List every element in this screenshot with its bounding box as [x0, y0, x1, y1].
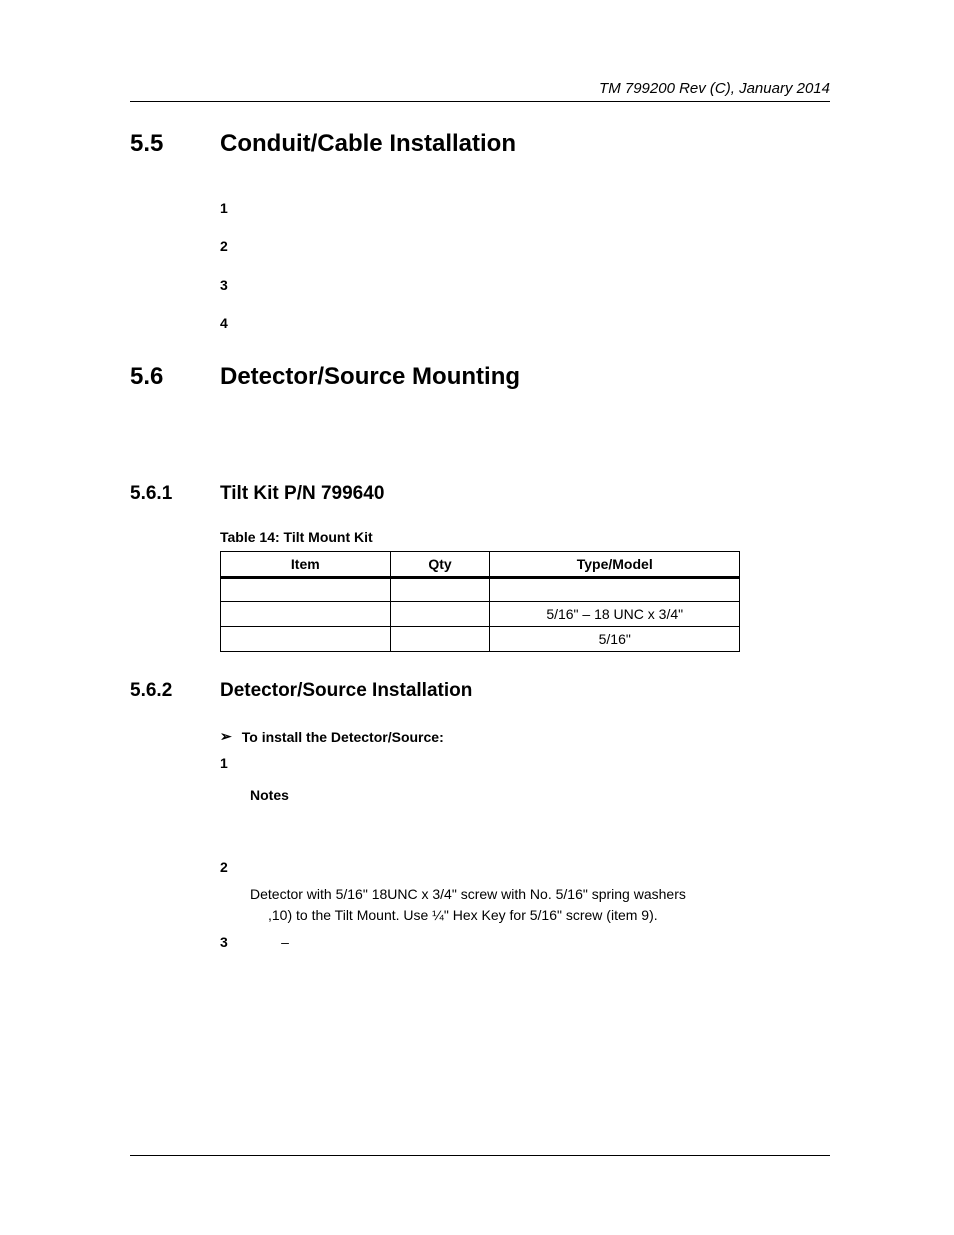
- notes-label: Notes: [250, 787, 830, 803]
- list-item: 2: [220, 236, 830, 256]
- running-header: TM 799200 Rev (C), January 2014: [130, 80, 830, 102]
- subsection-title: Tilt Kit P/N 799640: [220, 483, 384, 505]
- cell-qty: [390, 578, 490, 602]
- step-2-line1: Detector with 5/16" 18UNC x 3/4" screw w…: [250, 884, 830, 905]
- list-item: 3 –: [220, 932, 830, 952]
- section-number: 5.5: [130, 130, 220, 158]
- cell-item: [221, 627, 391, 652]
- step-text: –: [250, 932, 830, 952]
- col-header-item: Item: [221, 552, 391, 578]
- procedure-list: 1 2 3 4: [220, 198, 830, 333]
- step-text: [250, 313, 830, 333]
- install-steps-cont: 2: [220, 857, 830, 877]
- step-number: 2: [220, 857, 250, 877]
- section-title: Detector/Source Mounting: [220, 363, 520, 391]
- step-text: [250, 198, 830, 218]
- list-item: 2: [220, 857, 830, 877]
- list-item: 4: [220, 313, 830, 333]
- cell-type: 5/16" – 18 UNC x 3/4": [490, 602, 740, 627]
- list-item: 1: [220, 753, 830, 773]
- subsection-title: Detector/Source Installation: [220, 680, 472, 702]
- tilt-mount-kit-table: Item Qty Type/Model 5/16" – 18 UNC x 3/4…: [220, 551, 740, 652]
- cell-item: [221, 602, 391, 627]
- cell-type: 5/16": [490, 627, 740, 652]
- step-number: 2: [220, 236, 250, 256]
- cell-qty: [390, 602, 490, 627]
- section-5-6-heading: 5.6 Detector/Source Mounting: [130, 363, 830, 391]
- page-content: TM 799200 Rev (C), January 2014 5.5 Cond…: [130, 80, 830, 970]
- step-number: 1: [220, 198, 250, 218]
- section-5-6-1-heading: 5.6.1 Tilt Kit P/N 799640: [130, 483, 830, 505]
- step-text: [250, 857, 830, 877]
- step-text: [250, 236, 830, 256]
- section-5-6-2-heading: 5.6.2 Detector/Source Installation: [130, 680, 830, 702]
- step-text: [250, 275, 830, 295]
- table-row: 5/16": [221, 627, 740, 652]
- cell-qty: [390, 627, 490, 652]
- step-number: 3: [220, 275, 250, 295]
- table-row: 5/16" – 18 UNC x 3/4": [221, 602, 740, 627]
- col-header-qty: Qty: [390, 552, 490, 578]
- table-header-row: Item Qty Type/Model: [221, 552, 740, 578]
- cell-type: [490, 578, 740, 602]
- step-number: 1: [220, 753, 250, 773]
- step-number: 3: [220, 932, 250, 952]
- procedure-lead: ➢ To install the Detector/Source:: [220, 728, 830, 745]
- list-item: 1: [220, 198, 830, 218]
- section-5-6-1-body: Table 14: Tilt Mount Kit Item Qty Type/M…: [220, 529, 830, 652]
- install-steps-cont2: 3 –: [220, 932, 830, 952]
- section-5-5-body: 1 2 3 4: [220, 198, 830, 333]
- dash: –: [281, 934, 289, 950]
- table-row: [221, 578, 740, 602]
- arrow-icon: ➢: [220, 728, 232, 745]
- footer-rule: [130, 1155, 830, 1156]
- section-title: Conduit/Cable Installation: [220, 130, 516, 158]
- step-2-line2: ,10) to the Tilt Mount. Use ¼" Hex Key f…: [250, 905, 830, 926]
- step-number: 4: [220, 313, 250, 333]
- list-item: 3: [220, 275, 830, 295]
- table-caption: Table 14: Tilt Mount Kit: [220, 529, 830, 545]
- subsection-number: 5.6.1: [130, 483, 220, 505]
- step-2-body: Detector with 5/16" 18UNC x 3/4" screw w…: [250, 884, 830, 926]
- install-steps: 1: [220, 753, 830, 773]
- section-5-6-2-body: ➢ To install the Detector/Source: 1 Note…: [220, 728, 830, 952]
- subsection-number: 5.6.2: [130, 680, 220, 702]
- step-text: [250, 753, 830, 773]
- section-number: 5.6: [130, 363, 220, 391]
- section-5-5-heading: 5.5 Conduit/Cable Installation: [130, 130, 830, 158]
- procedure-lead-text: To install the Detector/Source:: [242, 729, 444, 745]
- col-header-type: Type/Model: [490, 552, 740, 578]
- cell-item: [221, 578, 391, 602]
